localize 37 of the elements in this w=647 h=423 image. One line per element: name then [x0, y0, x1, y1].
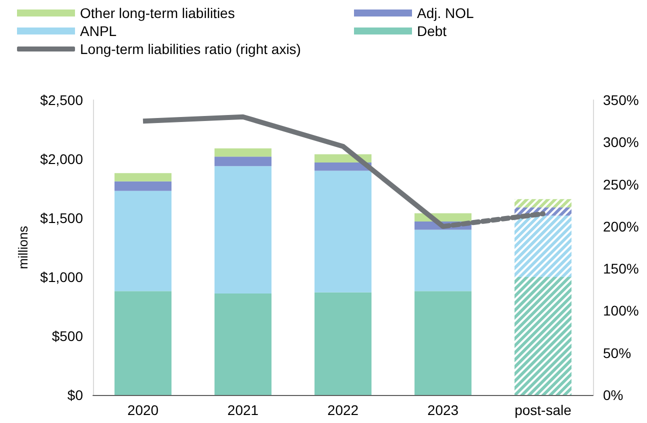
bar — [314, 292, 372, 395]
bar — [214, 166, 272, 294]
legend-label: Long-term liabilities ratio (right axis) — [80, 41, 301, 57]
bar — [314, 170, 372, 292]
y-tick-label: $1,000 — [40, 269, 84, 285]
x-tick-label: 2022 — [327, 402, 359, 418]
bar — [114, 181, 172, 191]
y2-tick-label: 300% — [603, 134, 639, 150]
bar — [414, 230, 472, 292]
y-axis-title: millions — [15, 225, 30, 270]
y2-tick-label: 100% — [603, 302, 639, 319]
bar — [114, 190, 172, 292]
legend-label: Adj. NOL — [417, 5, 474, 21]
bar — [414, 291, 472, 395]
legend-label: Other long-term liabilities — [80, 5, 235, 21]
bar — [214, 294, 272, 395]
y2-tick-label: 150% — [603, 260, 639, 277]
y2-tick-label: 50% — [603, 344, 632, 361]
y-tick-label: $2,500 — [40, 92, 84, 108]
y2-tick-label: 250% — [603, 176, 639, 192]
legend-label: Debt — [417, 23, 447, 39]
bar — [114, 173, 172, 182]
y-tick-label: $2,000 — [40, 151, 84, 167]
y2-tick-label: 200% — [603, 218, 639, 234]
y-tick-label: $0 — [67, 387, 84, 403]
legend-label: ANPL — [80, 23, 117, 39]
y2-tick-label: 350% — [603, 92, 639, 108]
bar — [114, 291, 172, 395]
y-tick-label: $1,500 — [40, 210, 84, 226]
x-tick-label: 2021 — [227, 402, 259, 418]
x-tick-label: post-sale — [514, 402, 572, 418]
y-tick-label: $500 — [52, 328, 84, 344]
x-tick-label: 2023 — [427, 402, 459, 418]
y2-tick-label: 0% — [603, 387, 624, 403]
bar — [214, 156, 272, 166]
x-tick-label: 2020 — [127, 402, 159, 418]
bar — [214, 148, 272, 157]
